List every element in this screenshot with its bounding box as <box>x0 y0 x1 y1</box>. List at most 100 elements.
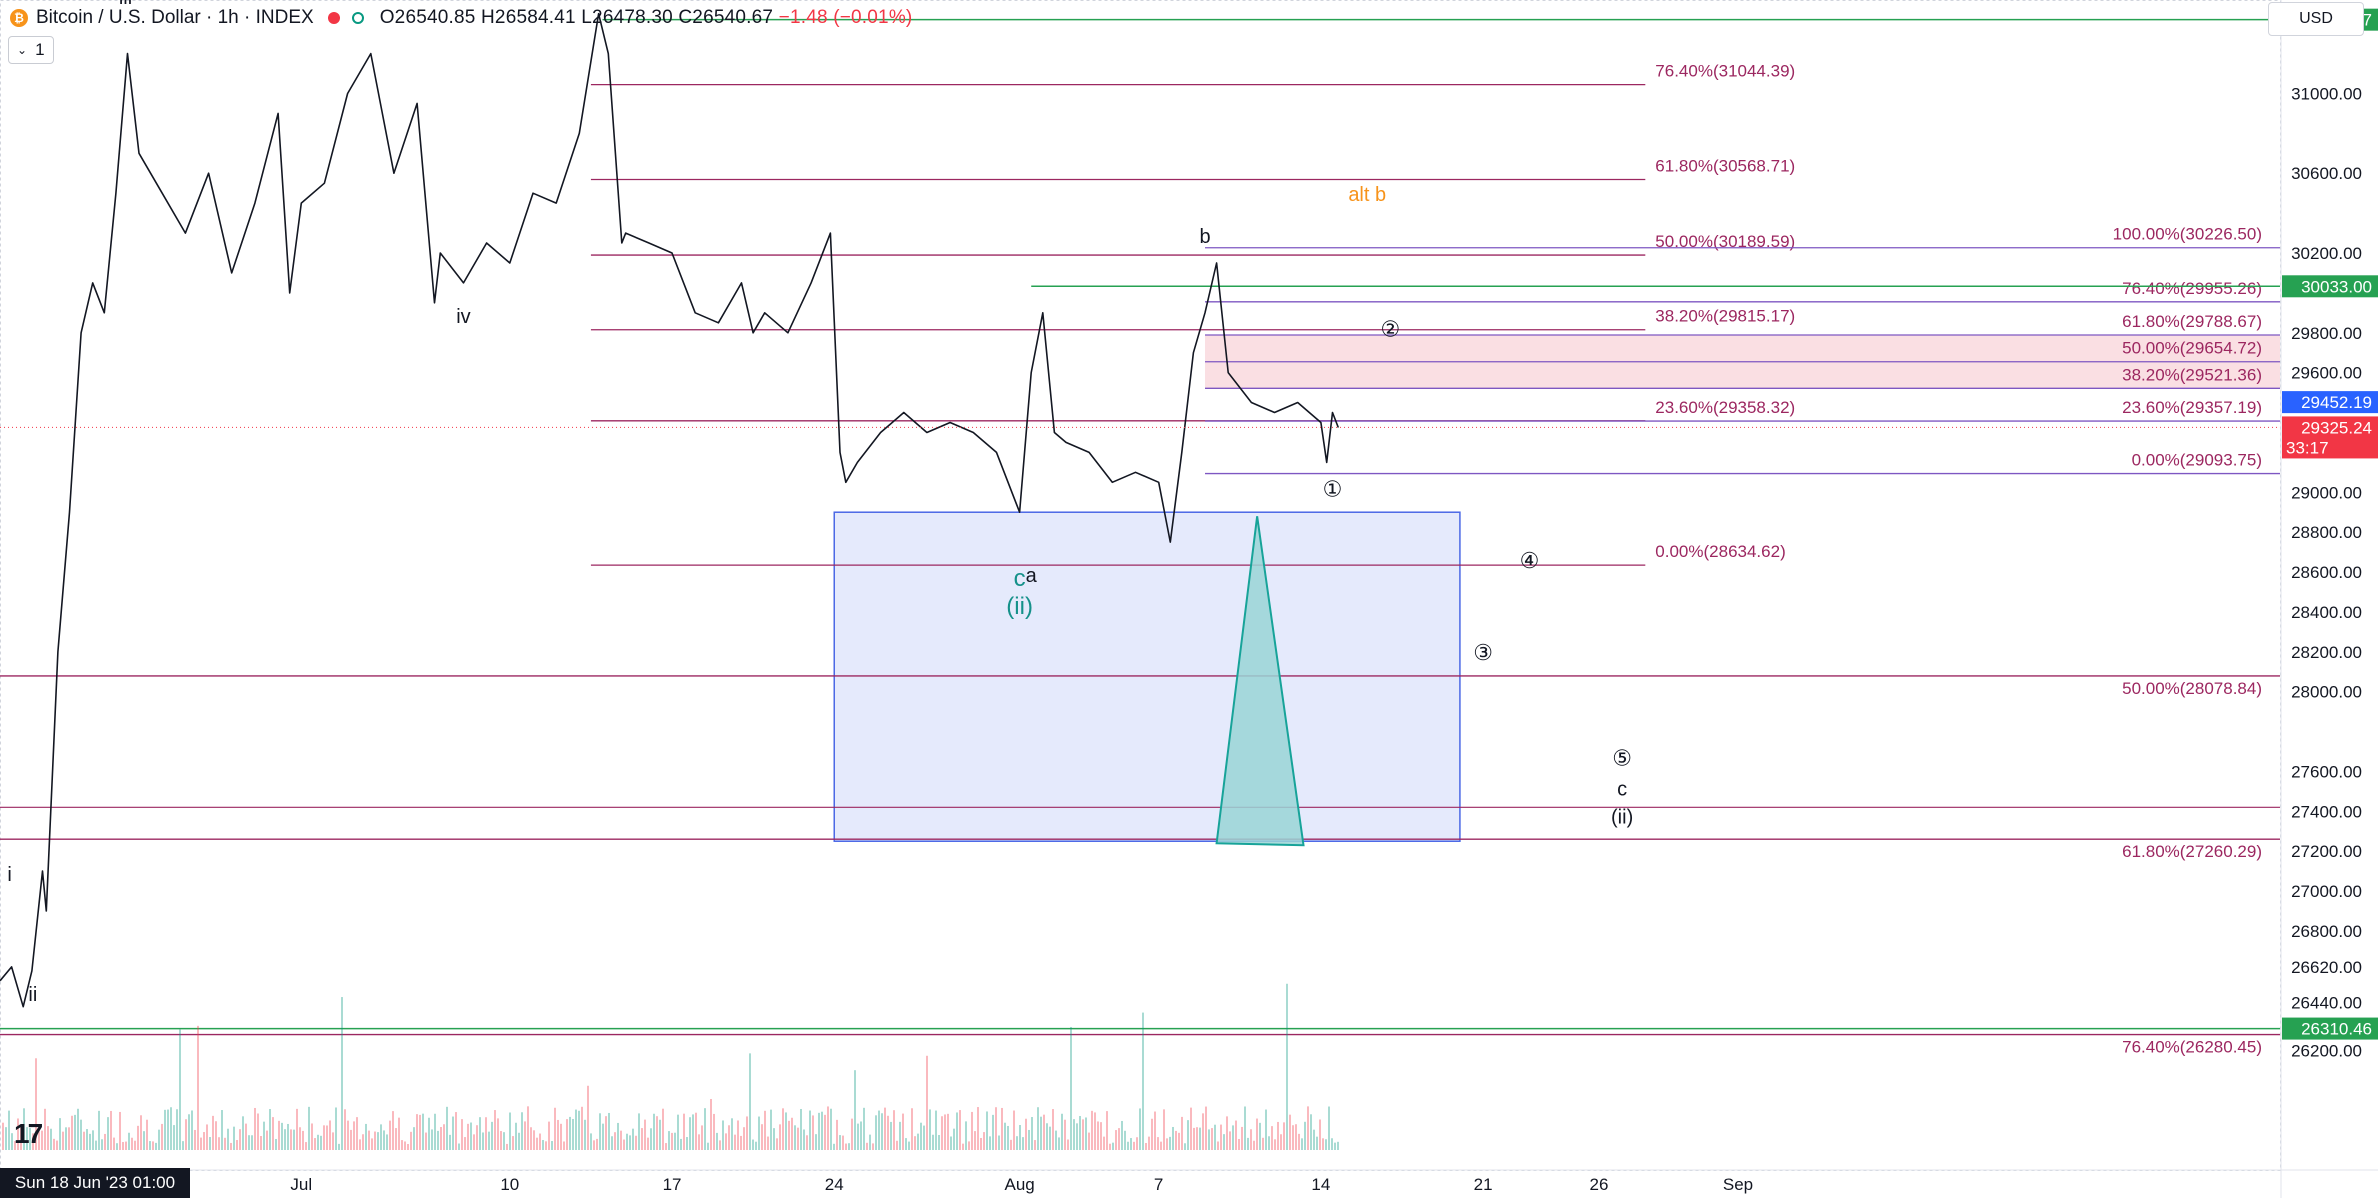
volume-bar <box>485 1117 487 1150</box>
volume-bar <box>794 1125 796 1150</box>
volume-bar <box>845 1143 847 1150</box>
volume-bar <box>770 1109 772 1150</box>
wave-label: ② <box>1381 317 1401 342</box>
volume-bar <box>1121 1120 1123 1150</box>
volume-bar <box>530 1127 532 1150</box>
volume-bar <box>779 1124 781 1150</box>
volume-bar <box>1025 1118 1027 1150</box>
price-tick-label: 28400.00 <box>2291 603 2362 622</box>
volume-bar <box>266 1130 268 1150</box>
volume-bar <box>938 1134 940 1150</box>
volume-bar <box>479 1117 481 1150</box>
volume-bar <box>1199 1127 1201 1150</box>
volume-bar <box>1274 1139 1276 1150</box>
volume-bar <box>38 1131 40 1150</box>
volume-bar <box>1277 1121 1279 1150</box>
volume-bar <box>1013 1110 1015 1150</box>
volume-bar <box>152 1141 154 1150</box>
symbol-title[interactable]: Bitcoin / U.S. Dollar · 1h · INDEX <box>36 7 314 28</box>
volume-bar <box>365 1123 367 1150</box>
volume-bar <box>533 1130 535 1150</box>
volume-bar <box>716 1132 718 1150</box>
volume-bar <box>1037 1107 1039 1150</box>
volume-bar <box>1313 1129 1315 1150</box>
price-tick-label: 29000.00 <box>2291 483 2362 502</box>
volume-bar <box>929 1109 931 1150</box>
currency-selector[interactable]: USD <box>2268 2 2364 36</box>
volume-bar <box>608 1112 610 1150</box>
volume-bar <box>584 1119 586 1150</box>
volume-bar <box>695 1112 697 1150</box>
volume-bar <box>1322 1138 1324 1150</box>
volume-bar <box>722 1120 724 1150</box>
volume-bar <box>944 1114 946 1150</box>
volume-bar <box>332 1132 334 1150</box>
volume-bar <box>851 1118 853 1150</box>
volume-bar <box>725 1133 727 1150</box>
price-axis[interactable]: 31000.00 30600.00 30200.00 29800.00 29600.00… <box>2282 8 2378 1061</box>
volume-bar <box>74 1114 76 1150</box>
volume-bar <box>2 1122 4 1150</box>
time-axis[interactable]: Jul 10 17 24 Aug 7 14 21 26 Sep <box>290 1175 1753 1194</box>
volume-bar <box>422 1113 424 1150</box>
volume-bar <box>113 1137 115 1150</box>
volume-bar <box>950 1136 952 1150</box>
volume-bar <box>161 1123 163 1150</box>
volume-bar <box>557 1119 559 1150</box>
time-tick-label: Aug <box>1005 1175 1035 1194</box>
volume-bar <box>1331 1138 1333 1150</box>
volume-bar <box>668 1131 670 1150</box>
price-tick-label: 28600.00 <box>2291 563 2362 582</box>
volume-bar <box>701 1125 703 1150</box>
volume-bar <box>626 1133 628 1150</box>
volume-bar <box>95 1140 97 1150</box>
volume-bar <box>539 1133 541 1150</box>
bitcoin-icon: ₿ <box>10 9 28 27</box>
volume-bar <box>410 1131 412 1150</box>
volume-bar <box>1055 1130 1057 1150</box>
market-status-dot[interactable] <box>327 12 340 24</box>
volume-bar <box>575 1109 577 1150</box>
volume-bar <box>854 1070 856 1150</box>
volume-bar <box>1043 1114 1045 1150</box>
volume-bar <box>857 1123 859 1150</box>
volume-bar <box>491 1121 493 1150</box>
tradingview-logo-icon: 17 <box>14 1118 43 1149</box>
volume-bar <box>1073 1119 1075 1150</box>
price-tick-label: 31000.00 <box>2291 84 2362 103</box>
volume-bar <box>1193 1127 1195 1150</box>
chevron-down-icon: ⌄ <box>17 43 28 57</box>
price-line <box>0 12 1340 1008</box>
volume-bar <box>287 1123 289 1150</box>
volume-bar <box>386 1134 388 1150</box>
volume-bar <box>116 1143 118 1150</box>
volume-bar <box>548 1121 550 1150</box>
volume-bar <box>1208 1129 1210 1150</box>
volume-bar <box>248 1135 250 1150</box>
volume-bar <box>740 1135 742 1150</box>
volume-bar <box>1022 1137 1024 1150</box>
last-bid-badge-text: 29452.19 <box>2301 393 2372 412</box>
volume-bar <box>293 1129 295 1150</box>
green-level-badge <box>2282 275 2378 298</box>
volume-bar <box>1223 1134 1225 1150</box>
volume-bar <box>536 1137 538 1150</box>
volume-bar <box>905 1138 907 1150</box>
data-status-dot[interactable] <box>351 12 364 24</box>
volume-bar <box>1319 1119 1321 1150</box>
volume-bar <box>227 1128 229 1150</box>
volume-bar <box>1265 1109 1267 1150</box>
wave-label: iv <box>456 306 470 328</box>
volume-bar <box>35 1058 37 1150</box>
volume-bar <box>1169 1136 1171 1150</box>
volume-bar <box>1226 1116 1228 1150</box>
volume-bar <box>1280 1134 1282 1150</box>
volume-bar <box>1157 1137 1159 1150</box>
volume-bar <box>1091 1110 1093 1150</box>
volume-bar <box>44 1108 46 1150</box>
indicators-toggle[interactable]: ⌄ 1 <box>8 36 54 64</box>
volume-bar <box>641 1128 643 1150</box>
volume-bar <box>452 1116 454 1150</box>
volume-bar <box>65 1127 67 1150</box>
